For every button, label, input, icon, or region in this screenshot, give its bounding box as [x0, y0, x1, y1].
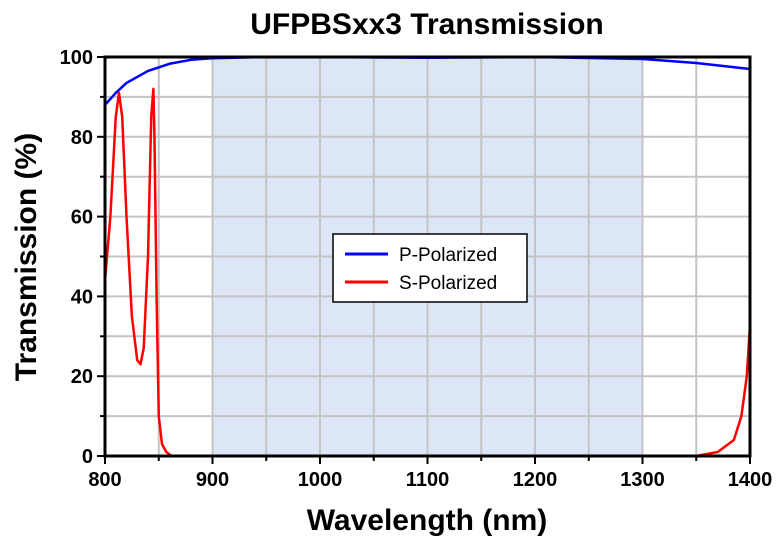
- legend-box: [332, 233, 528, 303]
- ticks: 800 900 1000 1100 1200 1300 1400 0 20 40 60 80 100: [60, 47, 773, 491]
- legend-label-p: P-Polarized: [399, 245, 497, 266]
- y-tick-label: 60: [71, 207, 93, 229]
- legend-label-s: S-Polarized: [399, 273, 497, 294]
- y-tick-label: 40: [71, 286, 93, 308]
- x-tick-label: 1000: [298, 469, 343, 491]
- y-tick-label: 0: [82, 446, 93, 468]
- x-tick-label: 1100: [406, 469, 449, 491]
- y-tick-label: 20: [71, 366, 93, 388]
- y-tick-label: 100: [60, 47, 93, 69]
- y-axis-label: Transmission (%): [10, 133, 43, 381]
- y-tick-label: 80: [71, 127, 93, 149]
- x-axis-label: Wavelength (nm): [307, 504, 548, 537]
- legend: P-Polarized S-Polarized: [332, 233, 528, 303]
- series-line-s-polarized: [103, 87, 752, 458]
- x-tick-label: 1300: [620, 469, 665, 491]
- chart-title: UFPBSxx3 Transmission: [250, 8, 603, 41]
- x-tick-label: 1400: [728, 469, 773, 491]
- x-tick-label: 1200: [513, 469, 558, 491]
- x-tick-label: 800: [88, 469, 121, 491]
- x-tick-label: 900: [196, 469, 229, 491]
